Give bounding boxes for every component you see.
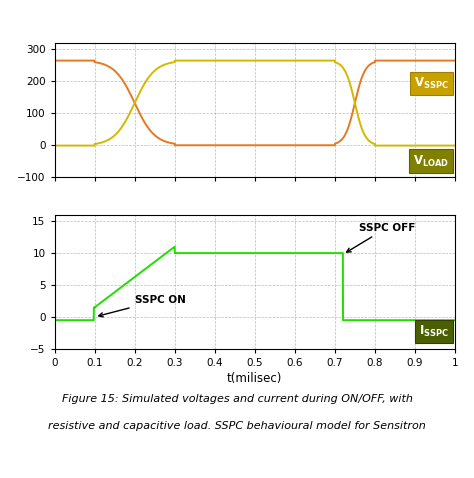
Text: SSPC OFF: SSPC OFF (346, 223, 415, 252)
Text: $\mathbf{I_{SSPC}}$: $\mathbf{I_{SSPC}}$ (419, 324, 449, 339)
Text: SSPC ON: SSPC ON (99, 295, 185, 317)
Text: Figure 15: Simulated voltages and current during ON/OFF, with: Figure 15: Simulated voltages and curren… (62, 394, 412, 404)
Text: resistive and capacitive load. SSPC behavioural model for Sensitron: resistive and capacitive load. SSPC beha… (48, 421, 426, 431)
Text: $\mathbf{V_{LOAD}}$: $\mathbf{V_{LOAD}}$ (413, 153, 449, 169)
X-axis label: t(milisec): t(milisec) (227, 372, 283, 385)
Text: $\mathbf{V_{SSPC}}$: $\mathbf{V_{SSPC}}$ (414, 76, 449, 91)
